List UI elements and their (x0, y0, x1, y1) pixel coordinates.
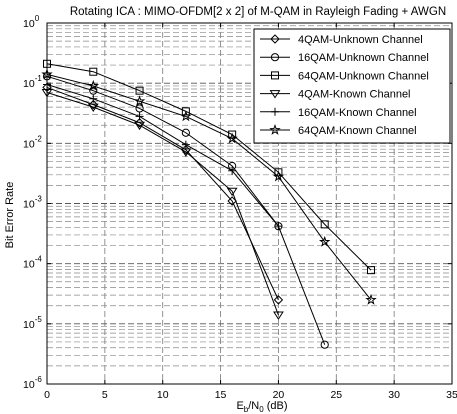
x-tick-label: 25 (330, 389, 342, 401)
data-point (272, 170, 285, 182)
data-point (134, 121, 145, 131)
y-tick-label: 10-1 (23, 74, 42, 90)
data-point (270, 34, 280, 44)
data-point (320, 220, 329, 229)
data-point (135, 104, 144, 113)
data-point (228, 166, 237, 175)
data-point (133, 95, 146, 107)
chart-title: Rotating ICA : MIMO-OFDM[2 x 2] of M-QAM… (70, 6, 446, 18)
data-point (269, 90, 281, 99)
x-tick-label: 20 (273, 389, 285, 401)
y-tick-label: 100 (23, 14, 40, 30)
series-line (46, 63, 372, 271)
y-tick-label: 10-5 (23, 315, 42, 331)
x-tick-label: 10 (157, 389, 169, 401)
legend-label: 16QAM-Known Channel (298, 107, 417, 119)
series-line (46, 84, 279, 227)
data-point (273, 311, 284, 320)
series-line (46, 86, 279, 301)
data-point (226, 132, 238, 144)
x-tick-label: 35 (446, 389, 457, 401)
data-point (181, 128, 190, 137)
series-diamond (42, 82, 284, 305)
x-tick-label: 15 (215, 389, 227, 401)
data-point (41, 68, 53, 80)
legend-label: 64QAM-Known Channel (298, 125, 417, 137)
data-point (270, 53, 280, 62)
data-point (89, 94, 98, 103)
data-point (320, 340, 329, 349)
y-axis-label: Bit Error Rate (4, 182, 16, 249)
data-point (365, 293, 377, 305)
legend-entry: 4QAM-Known Channel (260, 89, 411, 101)
data-point (226, 187, 238, 197)
legend-label: 4QAM-Unknown Channel (298, 34, 423, 46)
legend-entry: 64QAM-Known Channel (260, 123, 417, 137)
legend-entry: 4QAM-Unknown Channel (260, 34, 423, 46)
series-plus (43, 80, 283, 231)
y-tick-label: 10-6 (23, 375, 42, 391)
axis-ticks: 0 5 10 15 20 25 30 35 100 10-1 10-2 10-3 10-4 10-5 10-… (23, 14, 457, 401)
data-point (274, 222, 283, 231)
y-tick-label: 10-4 (23, 255, 42, 271)
data-point (367, 266, 375, 275)
y-tick-label: 10-2 (23, 134, 42, 150)
data-point (181, 107, 190, 116)
data-point (87, 103, 99, 113)
x-tick-label: 0 (44, 389, 50, 401)
data-point (43, 80, 51, 89)
legend: 4QAM-Unknown Channel 16QAM-Unknown Channe… (253, 28, 451, 144)
data-point (273, 295, 284, 305)
series-triangle-down (41, 88, 284, 320)
data-point (269, 123, 281, 135)
data-point (135, 112, 144, 121)
data-point (42, 72, 52, 81)
data-point (134, 118, 145, 128)
data-point (88, 99, 98, 110)
data-point (135, 86, 144, 95)
data-point (181, 140, 190, 149)
x-tick-label: 5 (102, 389, 108, 401)
data-point (42, 82, 52, 93)
legend-entry: 16QAM-Unknown Channel (260, 52, 429, 64)
legend-entry: 16QAM-Known Channel (260, 107, 417, 119)
x-axis-label: Eb/N0 (dB) (236, 400, 287, 414)
series-line (46, 92, 279, 316)
data-point (89, 86, 98, 95)
series-line (46, 73, 372, 301)
data-point (180, 148, 192, 157)
data-point (89, 67, 98, 76)
x-tick-label: 30 (388, 389, 400, 401)
series-layer (41, 59, 377, 349)
data-point (271, 107, 279, 116)
data-point (43, 59, 51, 68)
data-point (271, 71, 279, 80)
legend-label: 4QAM-Known Channel (298, 89, 411, 101)
data-point (318, 235, 331, 247)
legend-box (253, 28, 451, 144)
legend-label: 64QAM-Unknown Channel (298, 70, 429, 82)
legend-label: 16QAM-Unknown Channel (298, 52, 429, 64)
legend-entry: 64QAM-Unknown Channel (260, 70, 429, 82)
data-point (41, 88, 53, 98)
data-point (87, 79, 100, 91)
series-star (41, 68, 377, 305)
data-point (180, 110, 192, 122)
y-tick-label: 10-3 (23, 195, 42, 211)
data-point (274, 168, 283, 177)
